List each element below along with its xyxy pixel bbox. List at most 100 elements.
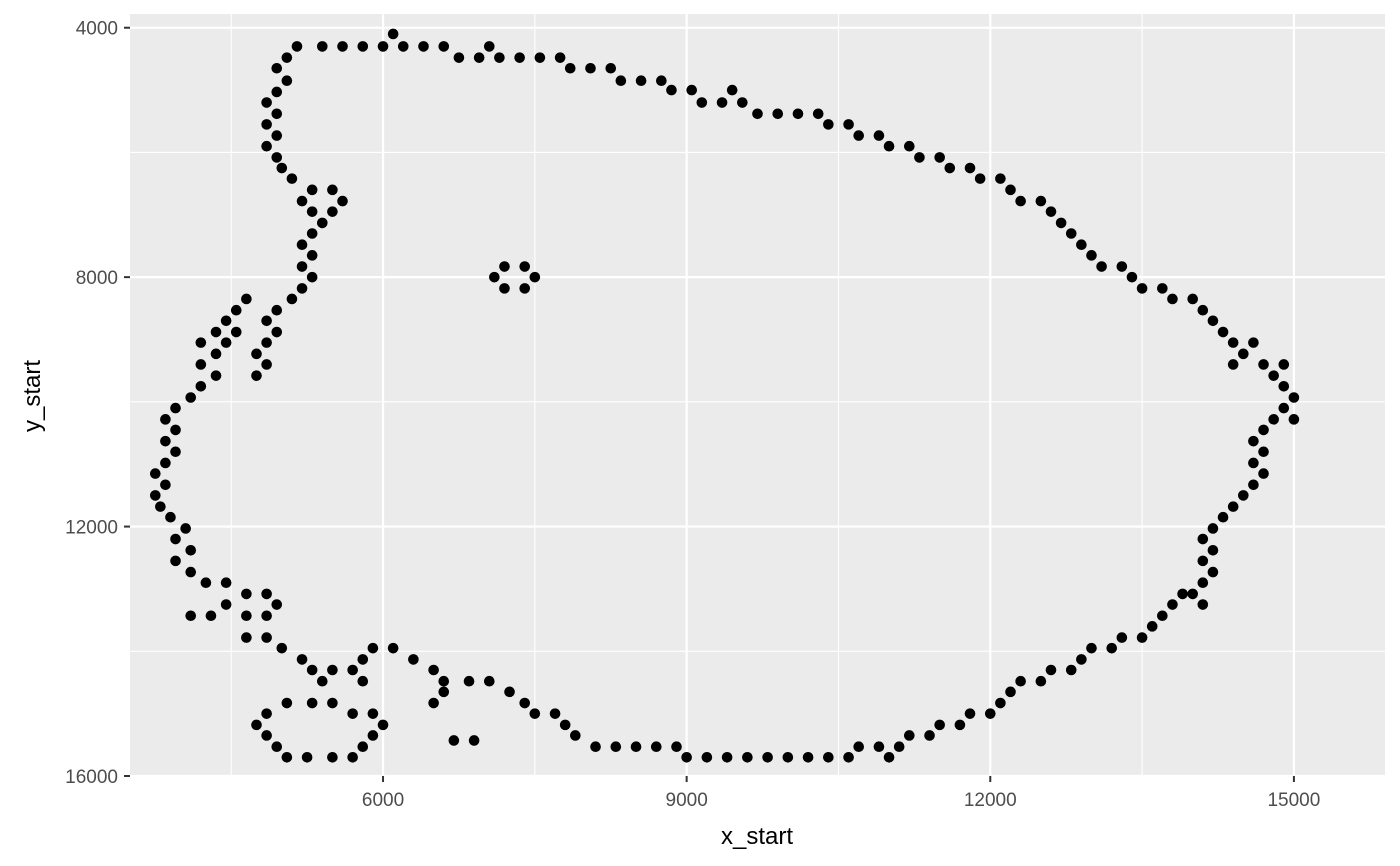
data-point	[271, 86, 283, 98]
data-point	[357, 741, 369, 752]
data-point	[327, 751, 338, 763]
data-point	[823, 119, 834, 130]
data-point	[519, 261, 531, 272]
data-point	[316, 217, 328, 229]
x-axis-title: x_start	[721, 823, 793, 850]
data-point	[1217, 511, 1229, 523]
data-point	[721, 751, 733, 763]
data-point	[1227, 501, 1239, 512]
data-point	[367, 708, 379, 719]
data-point	[185, 566, 197, 578]
data-point	[590, 741, 601, 752]
data-point	[306, 271, 318, 283]
data-point	[1207, 315, 1219, 327]
data-point	[499, 261, 510, 272]
data-point	[205, 610, 217, 622]
data-point	[1116, 632, 1128, 643]
data-point	[656, 75, 667, 87]
data-point	[241, 588, 252, 600]
data-point	[210, 370, 222, 381]
data-point	[1187, 293, 1199, 305]
data-point	[853, 741, 865, 752]
data-point	[271, 599, 283, 610]
data-point	[570, 730, 581, 741]
minor-gridlines	[130, 14, 1385, 776]
y-tick-label: 12000	[65, 518, 118, 539]
data-point	[210, 348, 222, 360]
data-point	[1207, 523, 1219, 534]
data-point	[195, 337, 207, 348]
data-point	[650, 741, 662, 752]
data-point	[934, 152, 945, 163]
data-point	[1288, 414, 1300, 425]
data-point	[1248, 337, 1259, 348]
data-point	[160, 479, 171, 491]
data-point	[1005, 686, 1016, 698]
data-point	[327, 206, 338, 217]
data-point	[1116, 261, 1128, 272]
data-point	[347, 664, 358, 676]
data-point	[944, 162, 956, 174]
data-point	[241, 632, 252, 643]
data-point	[408, 654, 419, 665]
data-point	[792, 108, 804, 120]
data-point	[1005, 184, 1016, 196]
data-point	[812, 108, 824, 120]
data-point	[671, 741, 682, 752]
data-point	[995, 697, 1006, 709]
y-tick-label: 8000	[76, 268, 118, 289]
data-point	[924, 730, 935, 741]
data-point	[1197, 533, 1209, 545]
data-point	[337, 195, 348, 207]
data-point	[1136, 283, 1148, 294]
data-point	[893, 741, 905, 752]
data-point	[448, 735, 460, 746]
data-point	[150, 468, 161, 479]
data-point	[529, 708, 541, 719]
data-point	[306, 697, 318, 709]
data-point	[716, 97, 728, 108]
data-point	[635, 75, 647, 87]
data-point	[954, 719, 966, 731]
data-point	[554, 52, 566, 63]
data-point	[1207, 544, 1219, 556]
data-point	[210, 326, 222, 338]
x-tick-label: 6000	[362, 790, 404, 811]
data-point	[170, 533, 181, 545]
data-point	[185, 610, 197, 622]
data-point	[1055, 217, 1067, 229]
data-point	[261, 610, 272, 622]
data-point	[220, 577, 232, 588]
data-point	[1157, 283, 1168, 294]
data-point	[357, 654, 369, 665]
data-point	[549, 708, 561, 719]
data-point	[195, 380, 207, 392]
data-point	[934, 719, 945, 731]
data-point	[964, 162, 976, 174]
data-point	[853, 130, 865, 141]
data-point	[397, 41, 409, 52]
data-point	[1217, 326, 1229, 338]
data-point	[428, 664, 439, 676]
data-point	[914, 152, 925, 163]
data-point	[1106, 642, 1118, 654]
data-point	[873, 741, 885, 752]
data-point	[160, 457, 171, 469]
data-point	[438, 41, 450, 52]
data-point	[483, 675, 495, 687]
data-point	[281, 751, 293, 763]
data-point	[306, 206, 318, 217]
data-point	[261, 708, 272, 719]
data-point	[686, 84, 698, 96]
data-point	[220, 315, 232, 327]
data-point	[271, 130, 283, 141]
data-point	[1096, 261, 1107, 272]
data-point	[904, 140, 915, 152]
data-points	[150, 28, 1300, 763]
data-point	[1197, 304, 1209, 316]
data-point	[286, 173, 298, 184]
data-point	[737, 97, 748, 108]
data-point	[1258, 359, 1269, 370]
data-point	[296, 283, 308, 294]
data-point	[984, 708, 996, 719]
